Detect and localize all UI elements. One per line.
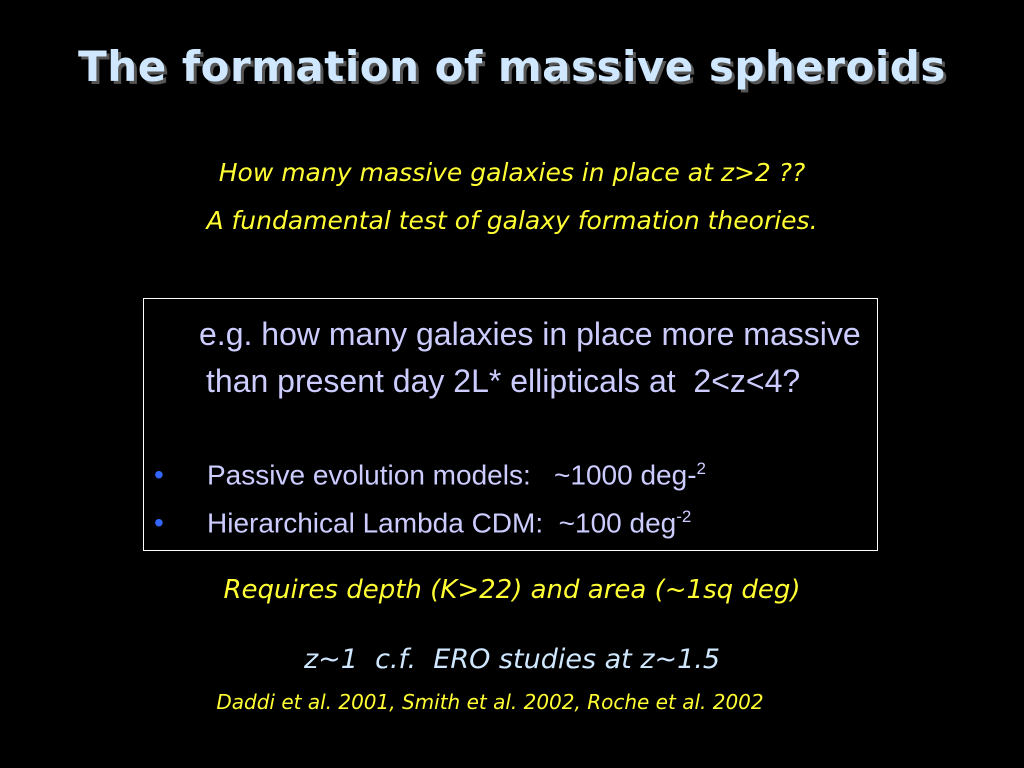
bullet-text: Passive evolution models: ~1000 deg- [207,459,697,491]
references: Daddi et al. 2001, Smith et al. 2002, Ro… [216,690,764,714]
subtitle-line: How many massive galaxies in place at z>… [218,158,806,187]
subtitle-line: A fundamental test of galaxy formation t… [206,206,818,235]
bullet: • Hierarchical Lambda CDM: ~100 deg-2 [154,507,692,539]
bullet: • Passive evolution models: ~1000 deg-2 [154,459,706,491]
content-box: e.g. how many galaxies in place more mas… [143,298,878,551]
bullet-sup: 2 [696,459,706,478]
comparison: z~1 c.f. ERO studies at z~1.5 [303,644,721,675]
requirement: Requires depth (K>22) and area (~1sq deg… [223,575,801,605]
bullet-sup: -2 [676,507,692,526]
bullet-text: Hierarchical Lambda CDM: ~100 deg [207,507,677,539]
slide-title: The formation of massive spheroids [78,42,946,91]
paragraph: e.g. how many galaxies in place more mas… [199,316,870,399]
